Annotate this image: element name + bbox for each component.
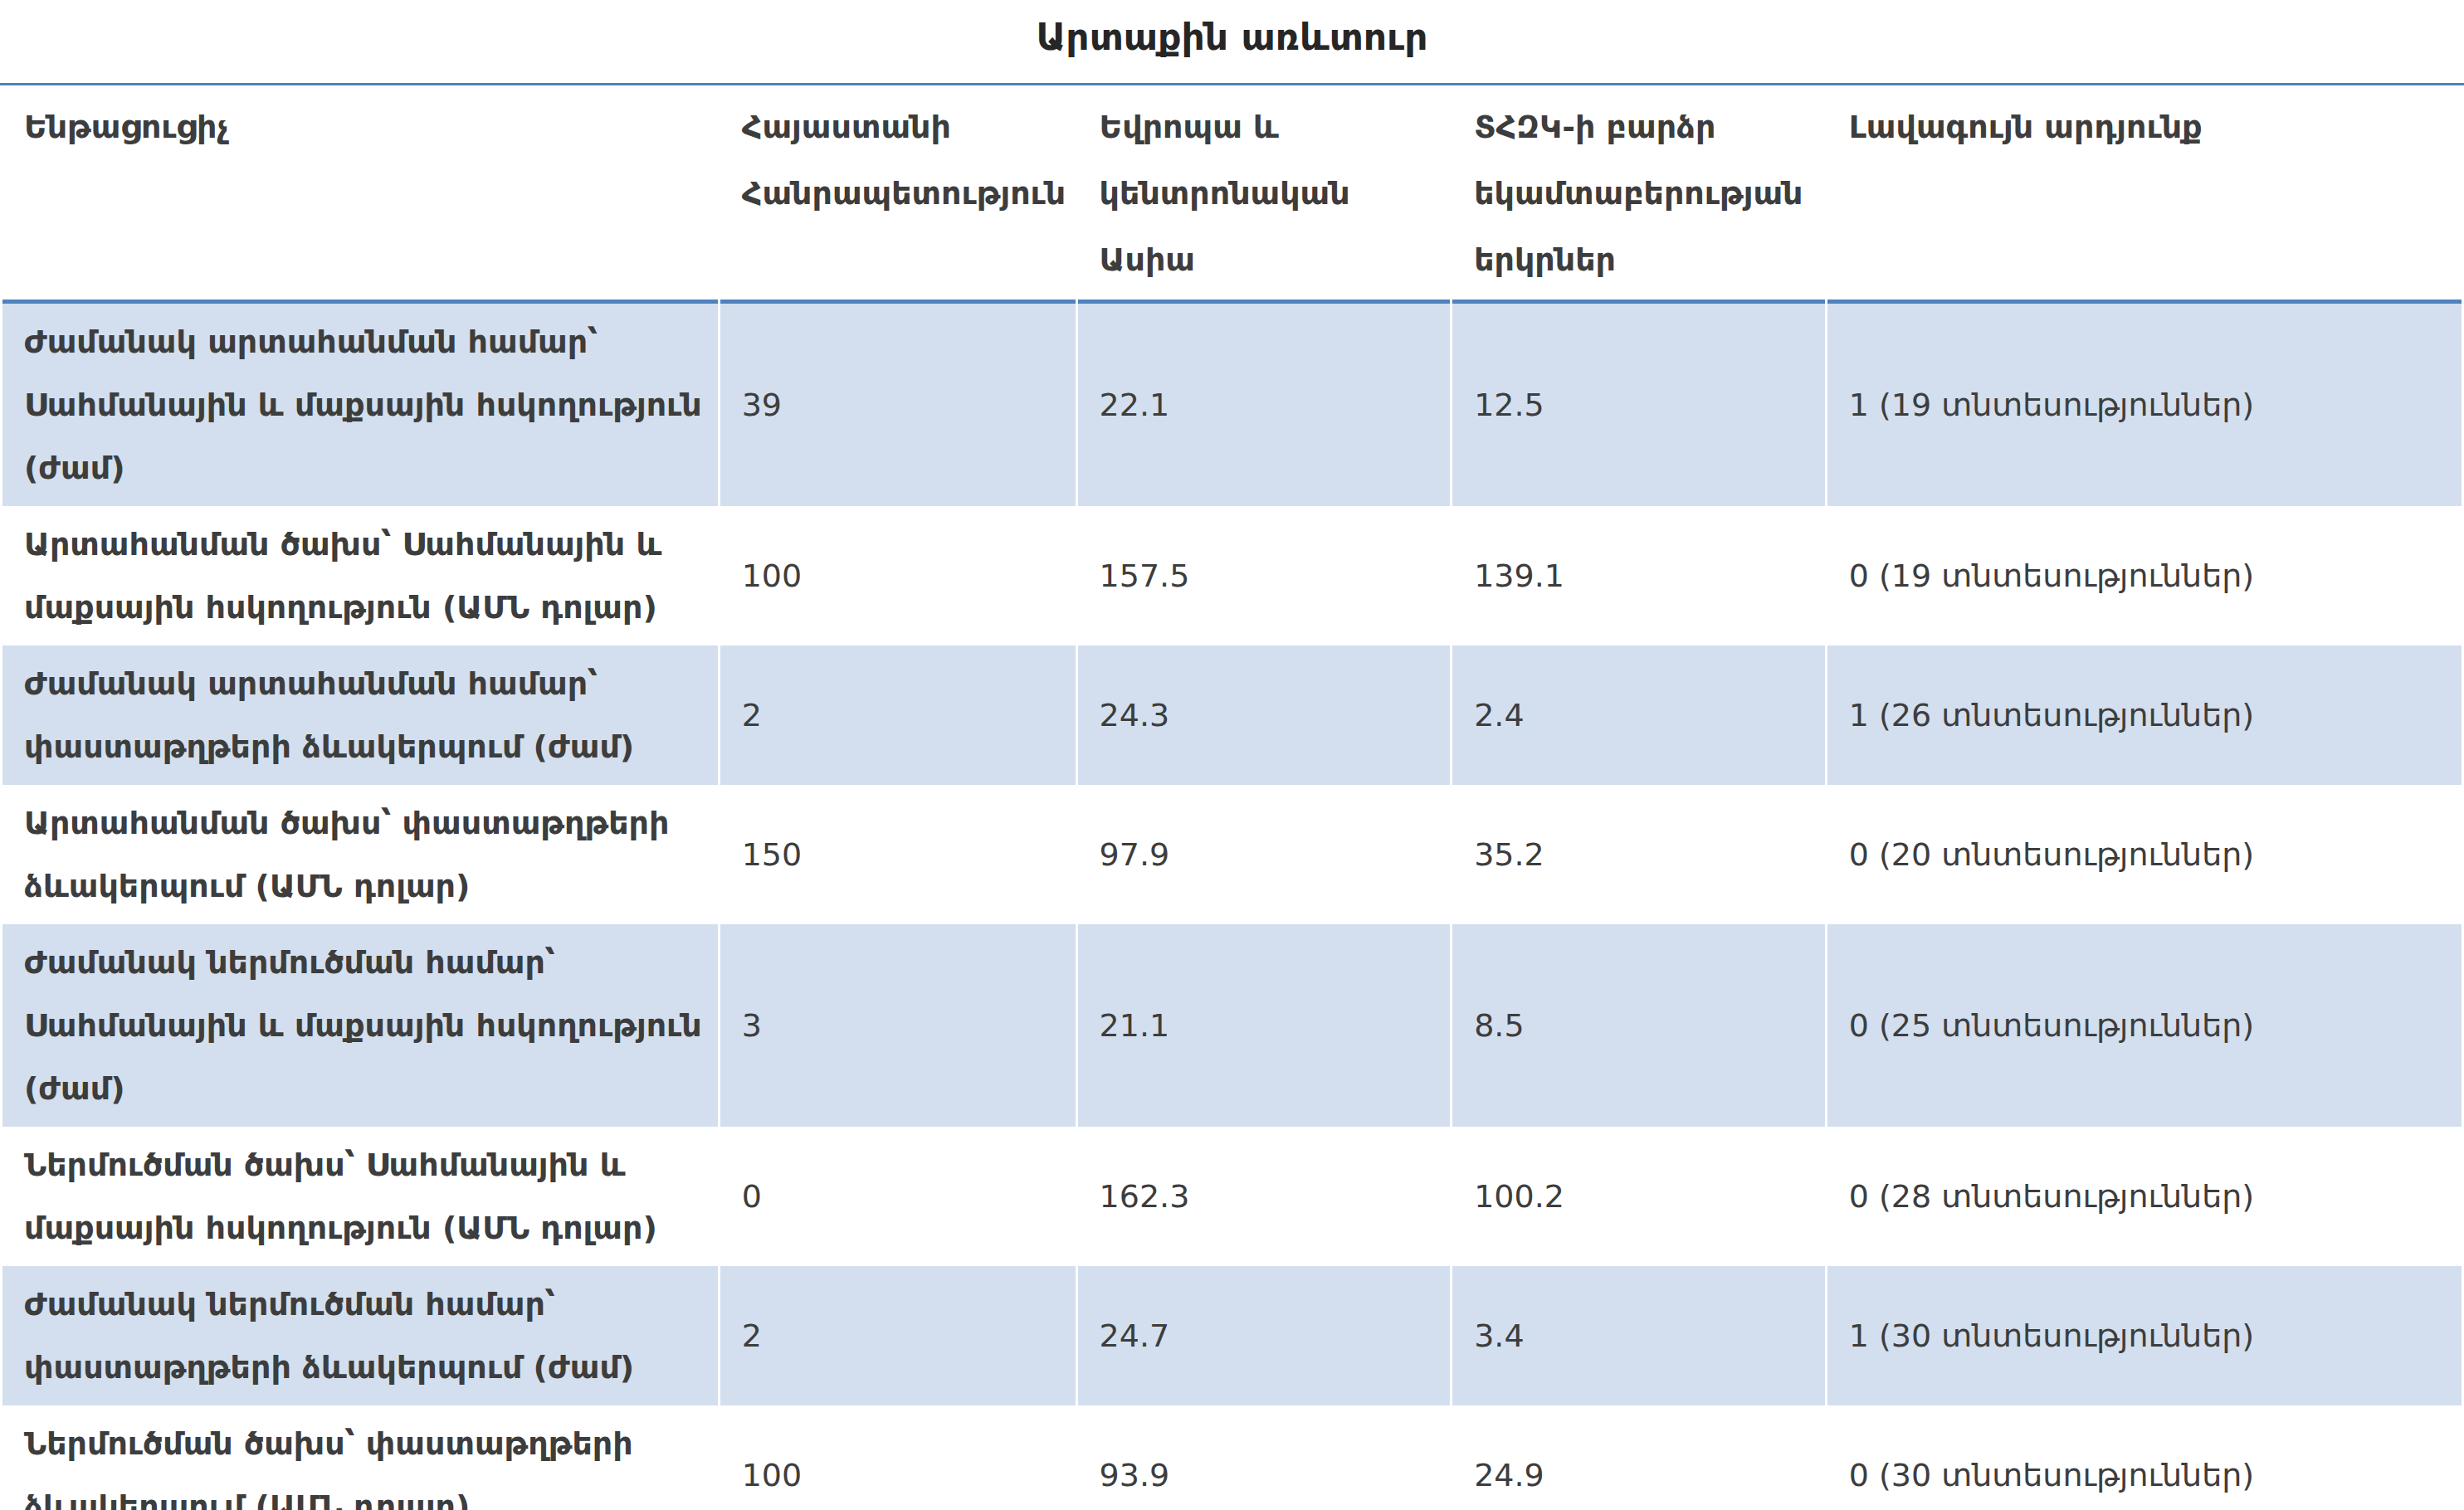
- col-header-armenia: Հայաստանի Հանրապետություն: [720, 85, 1076, 304]
- col-header-indicator: Ենթացուցիչ: [2, 85, 718, 304]
- cell-best-result: 0 (20 տնտեսություններ): [1827, 785, 2462, 924]
- cell-europe-central-asia: 21.1: [1078, 924, 1451, 1127]
- cell-armenia: 3: [720, 924, 1076, 1127]
- cell-oecd-high-income: 8.5: [1452, 924, 1825, 1127]
- cell-armenia: 100: [720, 506, 1076, 645]
- external-trade-table: Ենթացուցիչ Հայաստանի Հանրապետություն Եվր…: [0, 83, 2464, 1510]
- cell-armenia: 0: [720, 1127, 1076, 1266]
- cell-oecd-high-income: 100.2: [1452, 1127, 1825, 1266]
- col-header-europe-central-asia: Եվրոպա և կենտրոնական Ասիա: [1078, 85, 1451, 304]
- cell-europe-central-asia: 97.9: [1078, 785, 1451, 924]
- page-title: Արտաքին առևտուր: [0, 0, 2464, 83]
- cell-best-result: 0 (25 տնտեսություններ): [1827, 924, 2462, 1127]
- cell-oecd-high-income: 24.9: [1452, 1405, 1825, 1510]
- cell-europe-central-asia: 162.3: [1078, 1127, 1451, 1266]
- row-indicator-label: Ժամանակ ներմուծման համար՝ Սահմանային և մ…: [2, 924, 718, 1127]
- data-table: Ենթացուցիչ Հայաստանի Հանրապետություն Եվր…: [0, 85, 2464, 1510]
- table-row: Ներմուծման ծախս՝ փաստաթղթերի ձևակերպում …: [2, 1405, 2462, 1510]
- col-header-best-result: Լավագույն արդյունք: [1827, 85, 2462, 304]
- cell-oecd-high-income: 2.4: [1452, 645, 1825, 785]
- row-indicator-label: Արտահանման ծախս՝ փաստաթղթերի ձևակերպում …: [2, 785, 718, 924]
- table-row: Ժամանակ ներմուծման համար՝ փաստաթղթերի ձև…: [2, 1266, 2462, 1405]
- row-indicator-label: Ժամանակ ներմուծման համար՝ փաստաթղթերի ձև…: [2, 1266, 718, 1405]
- cell-europe-central-asia: 93.9: [1078, 1405, 1451, 1510]
- cell-europe-central-asia: 22.1: [1078, 304, 1451, 506]
- cell-best-result: 1 (30 տնտեսություններ): [1827, 1266, 2462, 1405]
- cell-best-result: 0 (28 տնտեսություններ): [1827, 1127, 2462, 1266]
- col-header-oecd-high-income: ՏՀԶԿ-ի բարձր եկամտաբերության երկրներ: [1452, 85, 1825, 304]
- table-row: Ժամանակ արտահանման համար՝ փաստաթղթերի ձև…: [2, 645, 2462, 785]
- cell-armenia: 39: [720, 304, 1076, 506]
- table-row: Ժամանակ արտահանման համար՝ Սահմանային և մ…: [2, 304, 2462, 506]
- cell-armenia: 2: [720, 1266, 1076, 1405]
- row-indicator-label: Ժամանակ արտահանման համար՝ փաստաթղթերի ձև…: [2, 645, 718, 785]
- header-row: Ենթացուցիչ Հայաստանի Հանրապետություն Եվր…: [2, 85, 2462, 304]
- row-indicator-label: Ժամանակ արտահանման համար՝ Սահմանային և մ…: [2, 304, 718, 506]
- cell-europe-central-asia: 157.5: [1078, 506, 1451, 645]
- cell-armenia: 100: [720, 1405, 1076, 1510]
- cell-oecd-high-income: 12.5: [1452, 304, 1825, 506]
- cell-oecd-high-income: 139.1: [1452, 506, 1825, 645]
- table-row: Ներմուծման ծախս՝ Սահմանային և մաքսային հ…: [2, 1127, 2462, 1266]
- cell-europe-central-asia: 24.3: [1078, 645, 1451, 785]
- table-row: Արտահանման ծախս՝ փաստաթղթերի ձևակերպում …: [2, 785, 2462, 924]
- cell-armenia: 150: [720, 785, 1076, 924]
- document-page: Արտաքին առևտուր Ենթացուցիչ Հայաստանի Հան…: [0, 0, 2464, 1510]
- cell-europe-central-asia: 24.7: [1078, 1266, 1451, 1405]
- cell-best-result: 0 (30 տնտեսություններ): [1827, 1405, 2462, 1510]
- cell-best-result: 1 (26 տնտեսություններ): [1827, 645, 2462, 785]
- table-row: Արտահանման ծախս՝ Սահմանային և մաքսային հ…: [2, 506, 2462, 645]
- cell-best-result: 1 (19 տնտեսություններ): [1827, 304, 2462, 506]
- cell-oecd-high-income: 3.4: [1452, 1266, 1825, 1405]
- row-indicator-label: Արտահանման ծախս՝ Սահմանային և մաքսային հ…: [2, 506, 718, 645]
- cell-armenia: 2: [720, 645, 1076, 785]
- table-row: Ժամանակ ներմուծման համար՝ Սահմանային և մ…: [2, 924, 2462, 1127]
- cell-best-result: 0 (19 տնտեսություններ): [1827, 506, 2462, 645]
- row-indicator-label: Ներմուծման ծախս՝ Սահմանային և մաքսային հ…: [2, 1127, 718, 1266]
- row-indicator-label: Ներմուծման ծախս՝ փաստաթղթերի ձևակերպում …: [2, 1405, 718, 1510]
- cell-oecd-high-income: 35.2: [1452, 785, 1825, 924]
